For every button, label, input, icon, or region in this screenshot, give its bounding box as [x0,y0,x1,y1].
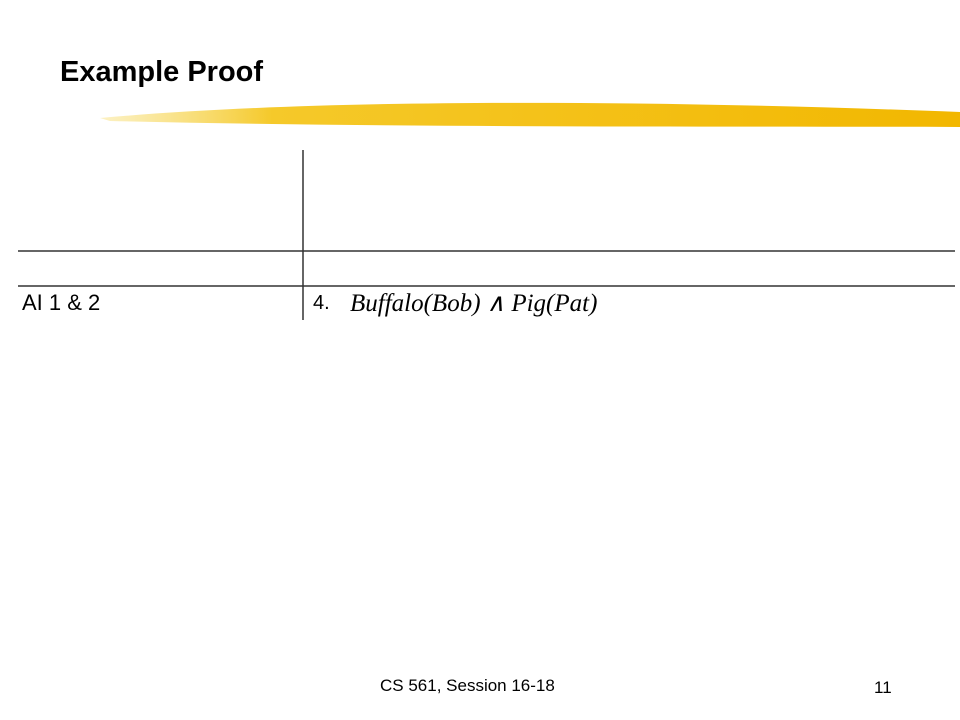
rule-cell: AI 1 & 2 [22,290,101,315]
footer-course: CS 561, Session 16-18 [380,676,555,695]
step-number: 4. [313,292,330,314]
formula: Buffalo(Bob) ∧ Pig(Pat) [350,290,598,317]
highlight-stroke [100,102,960,127]
slide-title: Example Proof [60,56,264,88]
page-number: 11 [874,678,892,697]
